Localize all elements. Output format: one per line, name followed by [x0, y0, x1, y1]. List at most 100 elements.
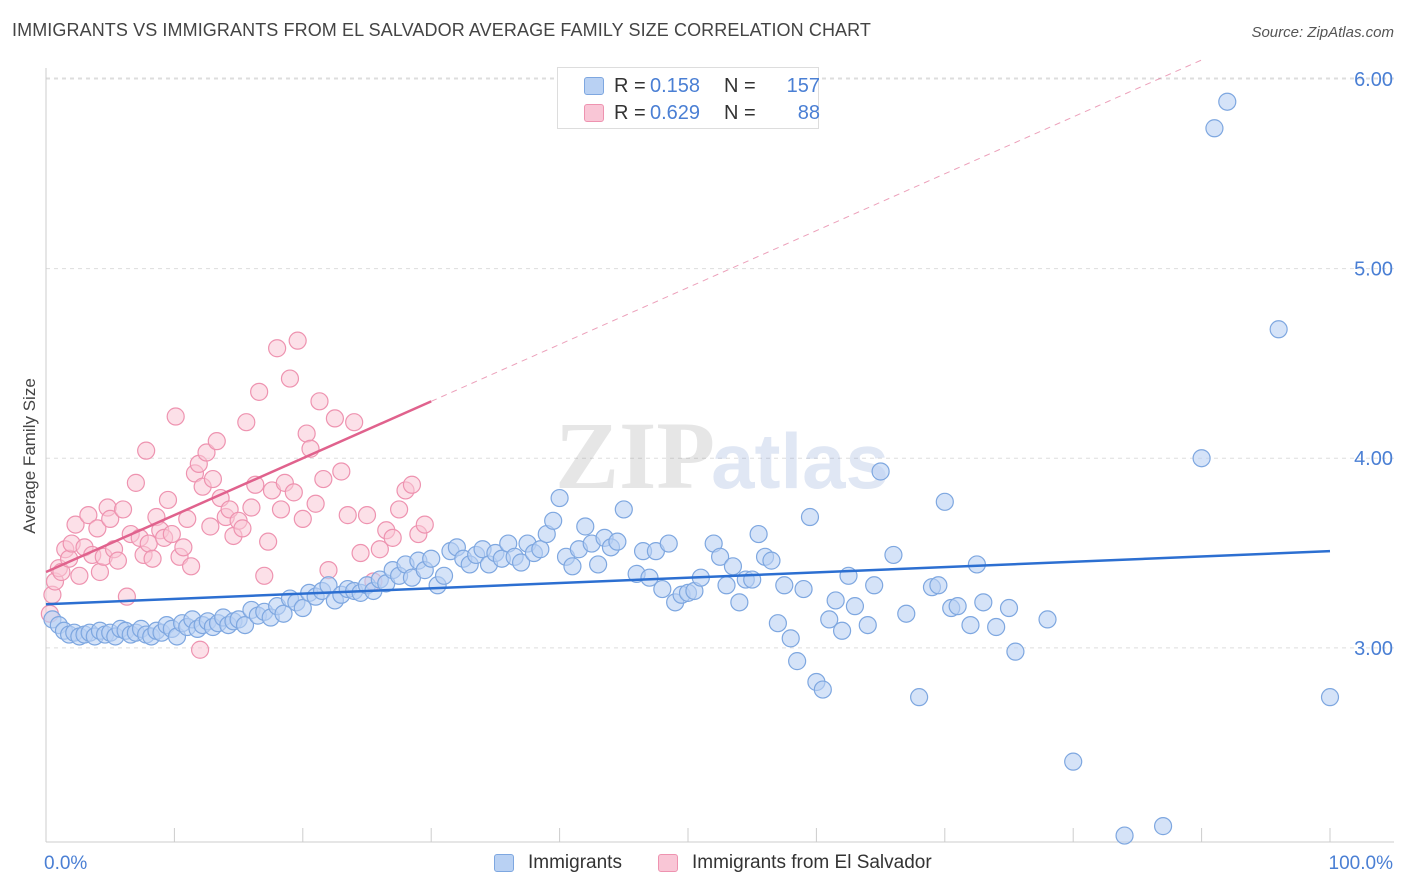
swatch-immigrants: [584, 77, 604, 95]
data-point-el-salvador: [268, 339, 287, 358]
data-point-immigrants: [434, 566, 454, 585]
data-point-el-salvador: [126, 473, 145, 492]
data-point-immigrants: [1006, 642, 1025, 661]
data-point-immigrants: [1153, 817, 1173, 836]
data-point-el-salvador: [319, 561, 338, 580]
data-point-el-salvador: [207, 432, 226, 451]
data-point-immigrants: [826, 591, 845, 610]
data-point-immigrants: [614, 500, 633, 519]
trend-lines: [45, 59, 1331, 606]
y-tick-label: 5.00: [1354, 259, 1393, 281]
data-point-immigrants: [884, 545, 903, 565]
data-point-el-salvador: [370, 540, 389, 559]
data-point-el-salvador: [259, 532, 278, 551]
data-point-el-salvador: [201, 517, 220, 536]
trend-line-immigrants: [45, 549, 1331, 606]
data-point-immigrants: [235, 615, 255, 635]
data-point-immigrants: [794, 579, 813, 599]
data-point-immigrants: [550, 488, 569, 508]
data-point-immigrants: [589, 555, 608, 574]
data-point-immigrants: [768, 614, 787, 633]
data-point-immigrants: [929, 576, 948, 595]
data-point-immigrants: [544, 511, 563, 530]
data-point-el-salvador: [325, 409, 344, 428]
data-point-el-salvador: [288, 331, 307, 350]
data-point-immigrants: [511, 553, 531, 572]
data-point-immigrants: [820, 610, 839, 629]
chart-title: IMMIGRANTS VS IMMIGRANTS FROM EL SALVADO…: [12, 20, 872, 40]
data-point-immigrants: [576, 517, 595, 536]
data-point-el-salvador: [88, 519, 107, 538]
data-point-el-salvador: [79, 506, 98, 525]
data-point-el-salvador: [250, 382, 269, 401]
data-point-el-salvador: [357, 506, 377, 525]
watermark: ZIP atlas: [555, 402, 889, 509]
data-point-immigrants: [762, 551, 781, 570]
data-point-el-salvador: [181, 557, 201, 576]
data-point-immigrants: [1038, 610, 1057, 629]
data-point-el-salvador: [137, 441, 156, 460]
data-point-el-salvador: [271, 500, 291, 519]
data-point-el-salvador: [297, 424, 316, 443]
data-point-el-salvador: [390, 500, 409, 519]
data-point-immigrants: [422, 549, 441, 568]
data-point-el-salvador: [108, 551, 128, 570]
n-label: N =: [724, 75, 756, 97]
data-point-el-salvador: [280, 369, 300, 388]
data-point-immigrants: [653, 579, 672, 599]
watermark-atlas: atlas: [711, 417, 889, 505]
data-point-immigrants: [813, 680, 832, 699]
data-point-immigrants: [608, 532, 627, 551]
data-point-immigrants: [1269, 320, 1288, 339]
r-label: R =: [614, 102, 646, 124]
data-point-el-salvador: [314, 469, 333, 489]
data-point-immigrants: [1115, 826, 1134, 845]
series-el-salvador: [40, 331, 434, 659]
data-point-el-salvador: [197, 443, 216, 462]
data-point-immigrants: [1192, 449, 1211, 468]
data-point-el-salvador: [113, 500, 133, 519]
tick-labels: 3.00 4.00 5.00 6.00 0.0% 100.0%: [44, 69, 1393, 874]
data-point-immigrants: [910, 688, 929, 707]
data-point-immigrants: [1064, 752, 1083, 771]
legend-swatch-el-salvador: [658, 854, 678, 872]
n-value: 157: [786, 75, 820, 97]
x-tick-label-start: 0.0%: [44, 853, 87, 874]
data-point-el-salvador: [242, 498, 261, 517]
data-point-immigrants: [710, 547, 730, 566]
data-point-el-salvador: [415, 515, 434, 534]
data-point-el-salvador: [117, 587, 136, 606]
data-point-el-salvador: [293, 509, 312, 529]
trend-line-el-salvador: [45, 400, 432, 574]
data-point-immigrants: [659, 534, 678, 553]
data-point-el-salvador: [345, 413, 364, 432]
data-point-el-salvador: [203, 469, 223, 489]
r-label: R =: [614, 75, 646, 97]
r-value: 0.158: [650, 75, 701, 97]
data-point-immigrants: [871, 462, 890, 481]
data-point-immigrants: [531, 540, 550, 559]
data-point-immigrants: [717, 576, 736, 595]
data-point-immigrants: [1320, 688, 1340, 707]
data-point-immigrants: [788, 652, 807, 671]
data-point-el-salvador: [338, 506, 357, 525]
data-point-immigrants: [987, 617, 1006, 637]
data-point-immigrants: [948, 597, 967, 616]
data-point-el-salvador: [143, 549, 162, 568]
data-point-el-salvador: [284, 483, 303, 502]
data-point-immigrants: [775, 576, 794, 595]
data-point-immigrants: [1218, 92, 1237, 111]
data-point-immigrants: [974, 593, 993, 612]
data-point-immigrants: [845, 597, 865, 616]
data-point-el-salvador: [66, 515, 85, 534]
data-point-el-salvador: [158, 490, 178, 510]
data-point-el-salvador: [90, 562, 110, 582]
n-value: 88: [797, 102, 820, 124]
data-point-el-salvador: [70, 566, 89, 585]
source-label: Source: ZipAtlas.com: [1251, 24, 1394, 41]
n-label: N =: [724, 102, 756, 124]
trend-line-el-salvador-extension: [430, 59, 1202, 402]
data-point-el-salvador: [139, 534, 158, 553]
data-point-immigrants: [800, 507, 820, 527]
